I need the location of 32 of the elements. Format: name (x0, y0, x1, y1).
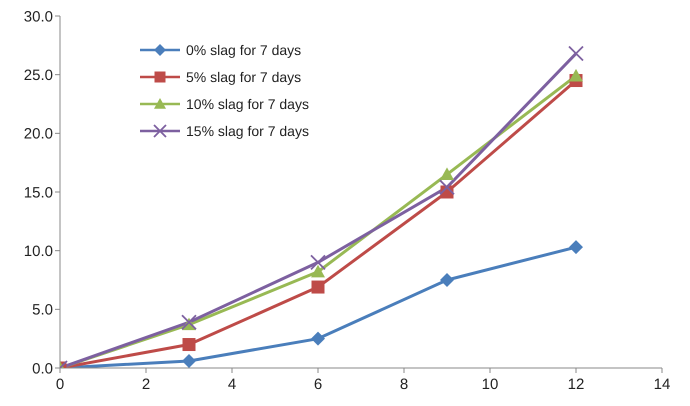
x-tick-label: 4 (228, 376, 236, 393)
point (569, 68, 583, 82)
y-tick-label: 5.0 (32, 302, 53, 319)
x-tick-label: 0 (56, 376, 64, 393)
y-tick-label: 10.0 (24, 242, 53, 260)
point (440, 273, 454, 287)
y-tick-label: 25.0 (24, 66, 53, 84)
point (312, 280, 324, 294)
x-tick-label: 10 (482, 376, 498, 393)
point (181, 314, 197, 330)
point (568, 46, 584, 62)
point (569, 240, 583, 254)
y-tick-label: 30.0 (24, 8, 53, 26)
legend-label: 5% slag for 7 days (186, 68, 302, 84)
point (311, 332, 325, 346)
x-tick-label: 14 (654, 376, 670, 393)
point (439, 179, 455, 196)
point (182, 354, 196, 368)
legend-label: 10% slag for 7 days (186, 96, 309, 112)
point (311, 264, 325, 278)
point (310, 254, 326, 270)
legend-label: 0% slag for 7 days (186, 42, 302, 58)
y-tick-label: 20.0 (24, 126, 53, 143)
x-tick-label: 12 (568, 376, 584, 393)
x-tick-label: 2 (142, 376, 150, 393)
legend-label: 15% slag for 7 days (186, 122, 309, 138)
point (182, 338, 196, 352)
y-tick-label: 0.0 (32, 360, 53, 378)
x-tick-label: 8 (400, 376, 408, 393)
point (440, 167, 454, 180)
y-tick-label: 15.0 (24, 184, 53, 202)
x-tick-label: 6 (314, 376, 322, 393)
